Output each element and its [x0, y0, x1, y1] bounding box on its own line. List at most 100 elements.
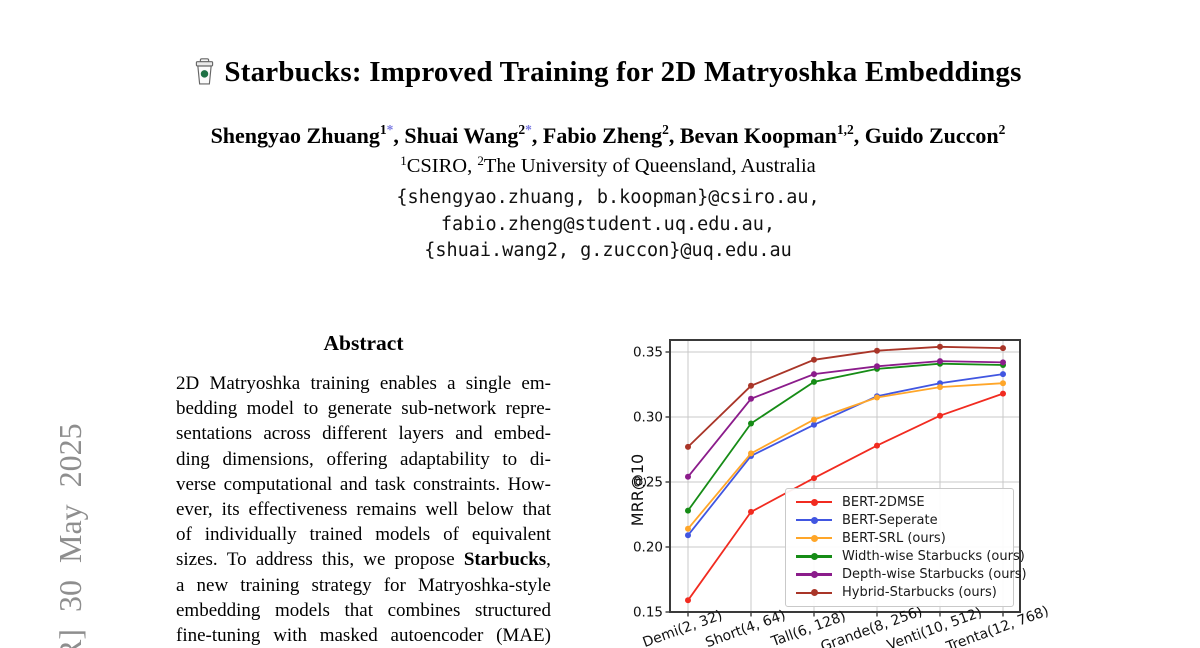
data-point — [685, 532, 691, 539]
data-point — [874, 363, 880, 370]
author-name: Bevan Koopman1,2 — [679, 122, 854, 148]
legend-swatch — [796, 514, 832, 526]
abstract-line: fine-tuning with masked autoencoder (MAE) — [176, 624, 551, 646]
data-point — [937, 343, 943, 350]
data-point — [685, 525, 691, 532]
legend-marker — [810, 516, 818, 524]
data-point — [1000, 390, 1006, 397]
legend-swatch — [796, 496, 832, 508]
data-point — [748, 420, 754, 427]
data-point — [874, 394, 880, 401]
legend-item: BERT-2DMSE — [796, 495, 1003, 510]
data-point — [1000, 345, 1006, 352]
series-line — [687, 392, 1004, 601]
abstract-line: ever, its effectiveness remains well below tha… — [176, 498, 551, 520]
email-line: {shuai.wang2, g.zuccon}@uq.edu.au — [424, 240, 792, 261]
legend-label: BERT-Seperate — [842, 512, 938, 528]
data-point — [874, 442, 880, 449]
abstract-section: Abstract 2D Matryoshka training enables a sin… — [176, 331, 551, 648]
data-point — [1000, 380, 1006, 387]
abstract-line: sentations across different layers and embed- — [176, 423, 551, 445]
data-point — [1000, 371, 1006, 378]
legend-label: Depth-wise Starbucks (ours) — [842, 567, 1027, 583]
y-tick-label: 0.15 — [633, 605, 663, 621]
legend-marker — [810, 571, 818, 579]
chart-legend: BERT-2DMSE BERT-Seperate BERT-SRL (ours) Wi… — [785, 488, 1027, 607]
data-point — [937, 358, 943, 365]
affiliation-line: 1CSIRO, 2The University of Queensland, A… — [400, 153, 816, 177]
data-point — [811, 475, 817, 482]
abstract-line: embedding models that combines structured — [176, 599, 551, 621]
results-figure: 0.15 0.20 0.25 0.30 0.35 MRR@10 Demi(2, 32) Sho… — [630, 330, 1200, 648]
data-point — [811, 378, 817, 385]
legend-label: Width-wise Starbucks (ours) — [842, 549, 1025, 565]
paper-title: Starbucks: Improved Training for 2D Matr… — [0, 0, 1200, 93]
author-name: Shengyao Zhuang1* — [210, 122, 394, 148]
legend-swatch — [796, 569, 832, 581]
y-tick-label: 0.20 — [633, 540, 663, 556]
abstract-line: ding dimensions, offering adaptability to di- — [176, 448, 551, 470]
legend-marker — [810, 553, 818, 561]
legend-marker — [810, 498, 818, 506]
author-line: Shengyao Zhuang1*, Shuai Wang2*, Fabio Z… — [210, 122, 1006, 148]
legend-item: BERT-Seperate — [796, 513, 1003, 528]
abstract-line: sizes. To address this, we propose Starbucks, — [176, 549, 551, 571]
abstract-line: 2D Matryoshka training enables a single em- — [176, 373, 551, 394]
legend-marker — [810, 589, 818, 597]
series-line — [687, 345, 1004, 448]
paper-title-text: Starbucks: Improved Training for 2D Matr… — [224, 56, 1022, 88]
y-axis-label: MRR@10 — [630, 454, 647, 526]
data-point — [874, 347, 880, 354]
data-point — [811, 416, 817, 423]
legend-item: Depth-wise Starbucks (ours) — [796, 567, 1027, 582]
legend-swatch — [796, 587, 832, 599]
series-line — [687, 362, 1004, 512]
y-tick-label: 0.35 — [633, 345, 663, 361]
legend-item: Width-wise Starbucks (ours) — [796, 549, 1025, 564]
data-point — [811, 421, 817, 428]
series-line — [687, 360, 1004, 478]
abstract-heading: Abstract — [323, 331, 404, 355]
data-point — [811, 371, 817, 378]
arxiv-banner-text: R] 30 May 2025 — [52, 423, 88, 648]
author-name: Guido Zuccon2 — [864, 122, 1006, 148]
data-point — [1000, 359, 1006, 366]
data-point — [748, 395, 754, 402]
email-line: fabio.zheng@student.uq.edu.au, — [440, 213, 776, 235]
legend-label: BERT-2DMSE — [842, 494, 925, 510]
data-point — [811, 356, 817, 363]
abstract-line: of individually trained models of equivalent — [176, 524, 551, 546]
data-point — [748, 450, 754, 457]
series-line — [687, 382, 1004, 530]
paper-header: Starbucks: Improved Training for 2D Matr… — [0, 0, 1200, 265]
data-point — [937, 384, 943, 391]
legend-label: BERT-SRL (ours) — [842, 530, 946, 546]
legend-item: Hybrid-Starbucks (ours) — [796, 585, 1003, 600]
data-point — [685, 597, 691, 604]
abstract-text: 2D Matryoshka training enables a single em-bed… — [176, 371, 551, 648]
equal-contribution-star: * — [525, 122, 532, 137]
y-tick-label: 0.30 — [633, 410, 663, 426]
email-line: {shengyao.zhuang, b.koopman}@csiro.au, — [396, 187, 820, 208]
abstract-line: verse computational and task constraints. How… — [176, 473, 551, 495]
legend-swatch — [796, 532, 832, 544]
data-point — [748, 508, 754, 515]
equal-contribution-star: * — [386, 122, 394, 137]
email-block: {shengyao.zhuang, b.koopman}@csiro.au, fa… — [0, 185, 1200, 265]
author-name: Shuai Wang2* — [404, 122, 532, 148]
y-tick-label: 0.25 — [633, 475, 663, 491]
abstract-line: a new training strategy for Matryoshka-style — [176, 574, 551, 596]
data-point — [685, 473, 691, 480]
data-point — [748, 382, 754, 389]
data-point — [937, 412, 943, 419]
legend-label: Hybrid-Starbucks (ours) — [842, 585, 997, 601]
legend-swatch — [796, 551, 832, 563]
series-line — [687, 373, 1004, 536]
data-point — [685, 443, 691, 450]
abstract-line: bedding model to generate sub-network repre- — [176, 398, 551, 420]
legend-item: BERT-SRL (ours) — [796, 531, 1003, 546]
legend-marker — [810, 534, 818, 542]
author-name: Fabio Zheng2 — [542, 122, 669, 148]
